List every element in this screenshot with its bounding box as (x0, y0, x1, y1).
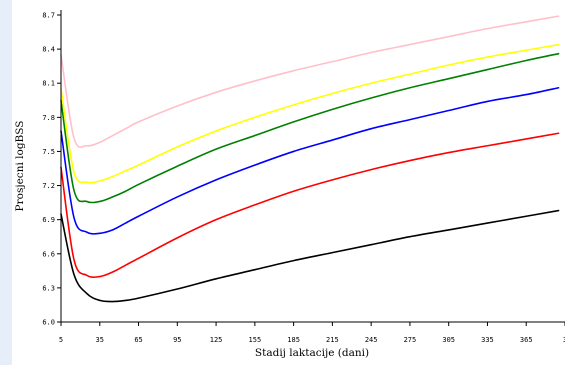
y-tick-label: 7.2 (42, 182, 55, 190)
x-tick-label: 5 (59, 336, 63, 344)
x-tick-label: 185 (287, 336, 300, 344)
y-tick-label: 6.6 (42, 250, 55, 258)
series-line-1 (60, 132, 560, 279)
x-axis-title: Stadij laktacije (dani) (255, 347, 369, 359)
y-axis-ticks: 6.0 6.3 6.6 6.9 7.2 7.5 7.8 8.1 8.4 8.7 (42, 12, 61, 327)
x-tick-label: 35 (96, 336, 104, 344)
x-tick-label: 125 (210, 336, 223, 344)
series-line-4 (60, 43, 560, 184)
y-tick-label: 6.0 (42, 319, 55, 327)
y-tick-label: 7.5 (42, 148, 55, 156)
plot-panel (12, 0, 565, 365)
x-axis-ticks: 5 35 65 95 125 155 185 215 245 275 305 335 365 3 (59, 322, 565, 344)
series-line-0 (60, 209, 560, 303)
x-tick-label: 3 (563, 336, 565, 344)
x-tick-label: 335 (481, 336, 494, 344)
x-tick-label: 215 (326, 336, 339, 344)
y-tick-label: 7.8 (42, 114, 55, 122)
x-tick-label: 275 (404, 336, 417, 344)
series-line-2 (60, 86, 560, 235)
y-tick-label: 8.7 (42, 12, 55, 20)
x-tick-label: 305 (442, 336, 455, 344)
series-line-5 (60, 15, 560, 148)
y-tick-label: 6.9 (42, 216, 55, 224)
series-line-3 (60, 52, 560, 204)
plot-lines (60, 15, 560, 303)
y-tick-label: 8.1 (42, 80, 55, 88)
x-tick-label: 65 (134, 336, 142, 344)
y-axis-title: Prosjecni logBSS (14, 121, 26, 212)
x-tick-label: 95 (173, 336, 181, 344)
x-tick-label: 245 (365, 336, 378, 344)
x-tick-label: 365 (520, 336, 533, 344)
x-tick-label: 155 (249, 336, 262, 344)
y-tick-label: 8.4 (42, 46, 55, 54)
y-tick-label: 6.3 (42, 284, 55, 292)
